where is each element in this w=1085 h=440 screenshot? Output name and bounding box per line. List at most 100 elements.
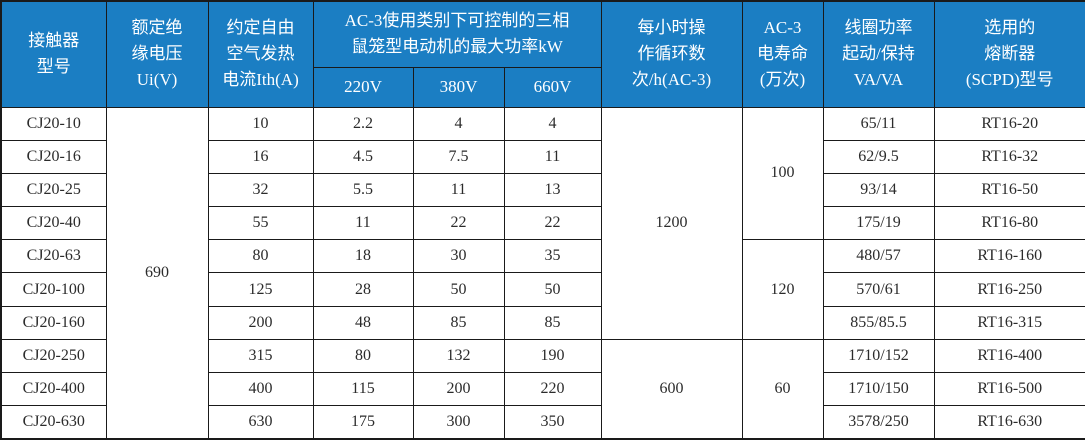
table-cell: 125 — [207, 272, 314, 307]
table-cell: RT16-80 — [933, 206, 1085, 241]
table-cell: RT16-630 — [933, 405, 1085, 440]
table-cell: 80 — [312, 338, 414, 374]
table-cell: 65/11 — [822, 106, 935, 141]
table-cell: 11 — [312, 206, 414, 241]
table-cell: 600 — [600, 338, 743, 440]
table-cell: 30 — [412, 239, 505, 274]
table-row: CJ20-400 400 115 200 220 1710/150 RT16-500 — [0, 371, 1085, 407]
header-rated-insulation-voltage: 额定绝 缘电压 Ui(V) — [105, 0, 209, 108]
table-cell: 18 — [312, 239, 414, 274]
table-cell: 120 — [741, 239, 824, 340]
table-cell: 48 — [312, 305, 414, 340]
table-cell: 4 — [503, 106, 602, 141]
table-cell: 22 — [503, 206, 602, 241]
table-cell: 315 — [207, 338, 314, 374]
model-cell: CJ20-16 — [0, 139, 107, 174]
table-cell: RT16-400 — [933, 338, 1085, 374]
table-cell: 2.2 — [312, 106, 414, 141]
table-cell: 22 — [412, 206, 505, 241]
table-cell: 50 — [503, 272, 602, 307]
model-cell: CJ20-25 — [0, 172, 107, 208]
table-cell: 690 — [105, 106, 209, 440]
table-cell: 85 — [412, 305, 505, 340]
header-conventional-free-air-thermal-current: 约定自由 空气发热 电流Ith(A) — [207, 0, 314, 108]
header-voltage-380v: 380V — [412, 66, 505, 108]
table-cell: RT16-50 — [933, 172, 1085, 208]
table-cell: RT16-160 — [933, 239, 1085, 274]
model-cell: CJ20-250 — [0, 338, 107, 374]
table-cell: 175/19 — [822, 206, 935, 241]
table-cell: RT16-20 — [933, 106, 1085, 141]
table-cell: 11 — [503, 139, 602, 174]
table-cell: 200 — [412, 371, 505, 407]
table-cell: 480/57 — [822, 239, 935, 274]
table-cell: 100 — [741, 106, 824, 241]
table-cell: 3578/250 — [822, 405, 935, 440]
table-cell: 62/9.5 — [822, 139, 935, 174]
model-cell: CJ20-160 — [0, 305, 107, 340]
table-cell: 1200 — [600, 106, 743, 340]
table-cell: 220 — [503, 371, 602, 407]
model-cell: CJ20-630 — [0, 405, 107, 440]
table-cell: 350 — [503, 405, 602, 440]
model-cell: CJ20-40 — [0, 206, 107, 241]
table-cell: 32 — [207, 172, 314, 208]
table-header: 接触器 型号 额定绝 缘电压 Ui(V) 约定自由 空气发热 电流Ith(A) AC-… — [0, 0, 1085, 108]
table-cell: 7.5 — [412, 139, 505, 174]
model-cell: CJ20-400 — [0, 371, 107, 407]
table-cell: 400 — [207, 371, 314, 407]
table-cell: RT16-500 — [933, 371, 1085, 407]
table-cell: 630 — [207, 405, 314, 440]
table-cell: 570/61 — [822, 272, 935, 307]
table-cell: 93/14 — [822, 172, 935, 208]
table-row: CJ20-630 630 175 300 350 3578/250 RT16-630 — [0, 405, 1085, 440]
table-body: CJ20-10 690 10 2.2 4 4 1200 100 65/11 RT16-20 CJ20… — [0, 106, 1085, 440]
table-row: CJ20-250 315 80 132 190 600 60 1710/152 RT16-400 — [0, 338, 1085, 440]
header-ac3-max-motor-power-group: AC-3使用类别下可控制的三相 鼠笼型电动机的最大功率kW — [312, 0, 602, 68]
table-cell: 13 — [503, 172, 602, 208]
table-cell: 80 — [207, 239, 314, 274]
header-selected-fuse-scpd-model: 选用的 熔断器 (SCPD)型号 — [933, 0, 1085, 108]
header-operating-cycles-per-hour: 每小时操 作循环数 次/h(AC-3) — [600, 0, 743, 108]
header-voltage-220v: 220V — [312, 66, 414, 108]
table-cell: 855/85.5 — [822, 305, 935, 340]
table-cell: 4.5 — [312, 139, 414, 174]
table-row: CJ20-25 32 5.5 11 13 93/14 RT16-50 — [0, 172, 1085, 208]
header-coil-power-start-hold: 线圈功率 起动/保持 VA/VA — [822, 0, 935, 108]
table-row: CJ20-10 690 10 2.2 4 4 1200 100 65/11 RT16-20 — [0, 106, 1085, 440]
table-cell: 5.5 — [312, 172, 414, 208]
table-cell: 300 — [412, 405, 505, 440]
table-cell: 28 — [312, 272, 414, 307]
table-cell: 85 — [503, 305, 602, 340]
table-cell: 60 — [741, 338, 824, 440]
header-ac3-electrical-life: AC-3 电寿命 (万次) — [741, 0, 824, 108]
table-cell: 190 — [503, 338, 602, 374]
table-cell: 1710/152 — [822, 338, 935, 374]
table-row: CJ20-40 55 11 22 22 175/19 RT16-80 — [0, 206, 1085, 241]
table-cell: RT16-250 — [933, 272, 1085, 307]
table-cell: 1710/150 — [822, 371, 935, 407]
table-cell: 4 — [412, 106, 505, 141]
model-cell: CJ20-10 — [0, 106, 107, 141]
table-row: CJ20-100 125 28 50 50 570/61 RT16-250 — [0, 272, 1085, 307]
table-row: CJ20-160 200 48 85 85 855/85.5 RT16-315 — [0, 305, 1085, 340]
table-cell: 35 — [503, 239, 602, 274]
table-cell: RT16-315 — [933, 305, 1085, 340]
table-cell: 115 — [312, 371, 414, 407]
table-cell: 10 — [207, 106, 314, 141]
header-contactor-model: 接触器 型号 — [0, 0, 107, 108]
table-cell: 11 — [412, 172, 505, 208]
table-cell: RT16-32 — [933, 139, 1085, 174]
table-cell: 175 — [312, 405, 414, 440]
table-row: CJ20-16 16 4.5 7.5 11 62/9.5 RT16-32 — [0, 139, 1085, 174]
table-cell: 55 — [207, 206, 314, 241]
model-cell: CJ20-100 — [0, 272, 107, 307]
table-cell: 50 — [412, 272, 505, 307]
table-cell: 16 — [207, 139, 314, 174]
model-cell: CJ20-63 — [0, 239, 107, 274]
table-cell: 200 — [207, 305, 314, 340]
table-cell: 132 — [412, 338, 505, 374]
header-voltage-660v: 660V — [503, 66, 602, 108]
